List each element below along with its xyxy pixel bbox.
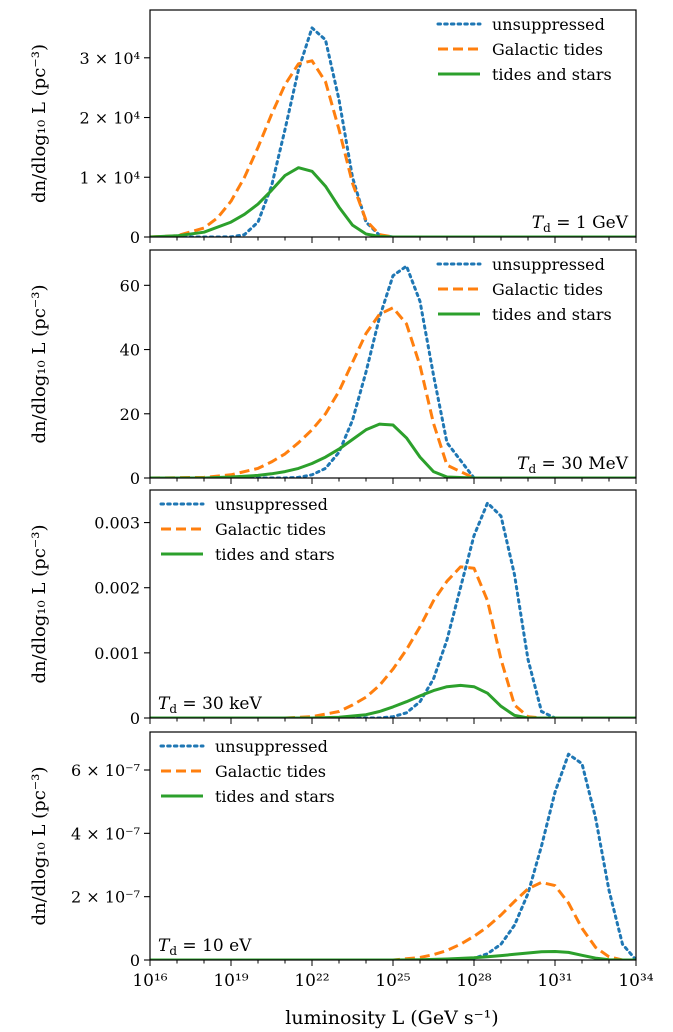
series-tides-and-stars-line bbox=[150, 683, 636, 718]
series-tides-and-stars-line bbox=[150, 166, 636, 237]
x-tick-label: 10²⁸ bbox=[456, 971, 491, 991]
legend-label-unsuppressed: unsuppressed bbox=[492, 15, 605, 34]
legend-label-unsuppressed: unsuppressed bbox=[215, 495, 328, 514]
legend-label-unsuppressed: unsuppressed bbox=[215, 737, 328, 756]
panel-4: 0 2 × 10⁻⁷ 4 × 10⁻⁷ 6 × 10⁻⁷ dn/dlog₁₀ L (pc… bbox=[29, 731, 637, 970]
x-tick-label: 10³¹ bbox=[537, 971, 572, 991]
y-tick-label: 3 × 10⁴ bbox=[79, 49, 140, 68]
panel-1: 0 1 × 10⁴ 2 × 10⁴ 3 × 10⁴ dn/dlog₁₀ L (pc⁻³)… bbox=[29, 9, 637, 247]
y-axis-label: dn/dlog₁₀ L (pc⁻³) bbox=[29, 766, 50, 925]
legend-label-tides-and-stars: tides and stars bbox=[492, 305, 612, 324]
series-galactic-tides-line bbox=[150, 565, 636, 718]
y-tick-label: 60 bbox=[120, 276, 140, 295]
y-axis-label: dn/dlog₁₀ L (pc⁻³) bbox=[29, 44, 50, 203]
y-tick-label: 2 × 10⁴ bbox=[79, 109, 140, 128]
series-group bbox=[150, 501, 636, 718]
y-tick-label: 40 bbox=[120, 341, 140, 360]
y-axis-label: dn/dlog₁₀ L (pc⁻³) bbox=[29, 284, 50, 443]
temperature-annotation: Td = 1 GeV bbox=[532, 213, 629, 235]
panel-2: 0 20 40 60 dn/dlog₁₀ L (pc⁻³) unsuppressed Gal… bbox=[29, 249, 637, 488]
series-galactic-tides-line bbox=[150, 880, 636, 960]
legend-label-galactic-tides: Galactic tides bbox=[215, 762, 326, 781]
y-tick-label: 0.003 bbox=[94, 514, 140, 533]
y-tick-label: 6 × 10⁻⁷ bbox=[71, 761, 140, 780]
series-unsuppressed-line bbox=[150, 752, 636, 960]
y-tick-label: 0 bbox=[130, 709, 140, 728]
x-axis-label: luminosity L (GeV s⁻¹) bbox=[285, 1007, 498, 1029]
y-tick-label: 20 bbox=[120, 405, 140, 424]
legend-label-galactic-tides: Galactic tides bbox=[492, 40, 603, 59]
legend-label-galactic-tides: Galactic tides bbox=[215, 520, 326, 539]
y-tick-label: 1 × 10⁴ bbox=[79, 168, 140, 187]
x-tick-label: 10²² bbox=[294, 971, 329, 991]
y-tick-label: 0 bbox=[130, 228, 140, 247]
temperature-annotation: Td = 30 MeV bbox=[517, 454, 629, 476]
legend-label-galactic-tides: Galactic tides bbox=[492, 280, 603, 299]
y-axis-label: dn/dlog₁₀ L (pc⁻³) bbox=[29, 524, 50, 683]
y-tick-label: 0 bbox=[130, 951, 140, 970]
series-tides-and-stars-line bbox=[150, 422, 636, 478]
y-tick-label: 0.002 bbox=[94, 579, 140, 598]
legend-label-tides-and-stars: tides and stars bbox=[492, 65, 612, 84]
series-galactic-tides-line bbox=[150, 306, 636, 478]
legend: unsuppressed Galactic tides tides and star… bbox=[159, 495, 335, 564]
x-tick-label: 10³⁴ bbox=[618, 971, 653, 991]
legend: unsuppressed Galactic tides tides and star… bbox=[159, 737, 335, 806]
panel-3: 0 0.001 0.002 0.003 dn/dlog₁₀ L (pc⁻³) unsupp… bbox=[29, 489, 637, 728]
legend-label-unsuppressed: unsuppressed bbox=[492, 255, 605, 274]
x-tick-label: 10¹⁶ bbox=[132, 971, 167, 991]
series-unsuppressed-line bbox=[150, 501, 636, 718]
series-tides-and-stars-line bbox=[150, 950, 636, 960]
series-galactic-tides-line bbox=[150, 59, 636, 237]
temperature-annotation: Td = 10 eV bbox=[158, 936, 252, 958]
series-unsuppressed-line bbox=[150, 26, 636, 237]
series-group bbox=[150, 26, 636, 237]
x-axis: 10¹⁶ 10¹⁹ 10²² 10²⁵ 10²⁸ 10³¹ 10³⁴ bbox=[132, 971, 653, 991]
x-tick-label: 10²⁵ bbox=[375, 971, 410, 991]
legend: unsuppressed Galactic tides tides and star… bbox=[436, 255, 612, 324]
legend: unsuppressed Galactic tides tides and star… bbox=[436, 15, 612, 84]
panels: 0 1 × 10⁴ 2 × 10⁴ 3 × 10⁴ dn/dlog₁₀ L (pc⁻³)… bbox=[29, 9, 637, 970]
y-tick-label: 0 bbox=[130, 469, 140, 488]
legend-label-tides-and-stars: tides and stars bbox=[215, 545, 335, 564]
y-tick-label: 4 × 10⁻⁷ bbox=[71, 824, 140, 843]
y-tick-label: 2 × 10⁻⁷ bbox=[71, 888, 140, 907]
series-group bbox=[150, 752, 636, 960]
y-tick-label: 0.001 bbox=[94, 644, 140, 663]
x-tick-label: 10¹⁹ bbox=[213, 971, 248, 991]
legend-label-tides-and-stars: tides and stars bbox=[215, 787, 335, 806]
temperature-annotation: Td = 30 keV bbox=[158, 694, 262, 716]
